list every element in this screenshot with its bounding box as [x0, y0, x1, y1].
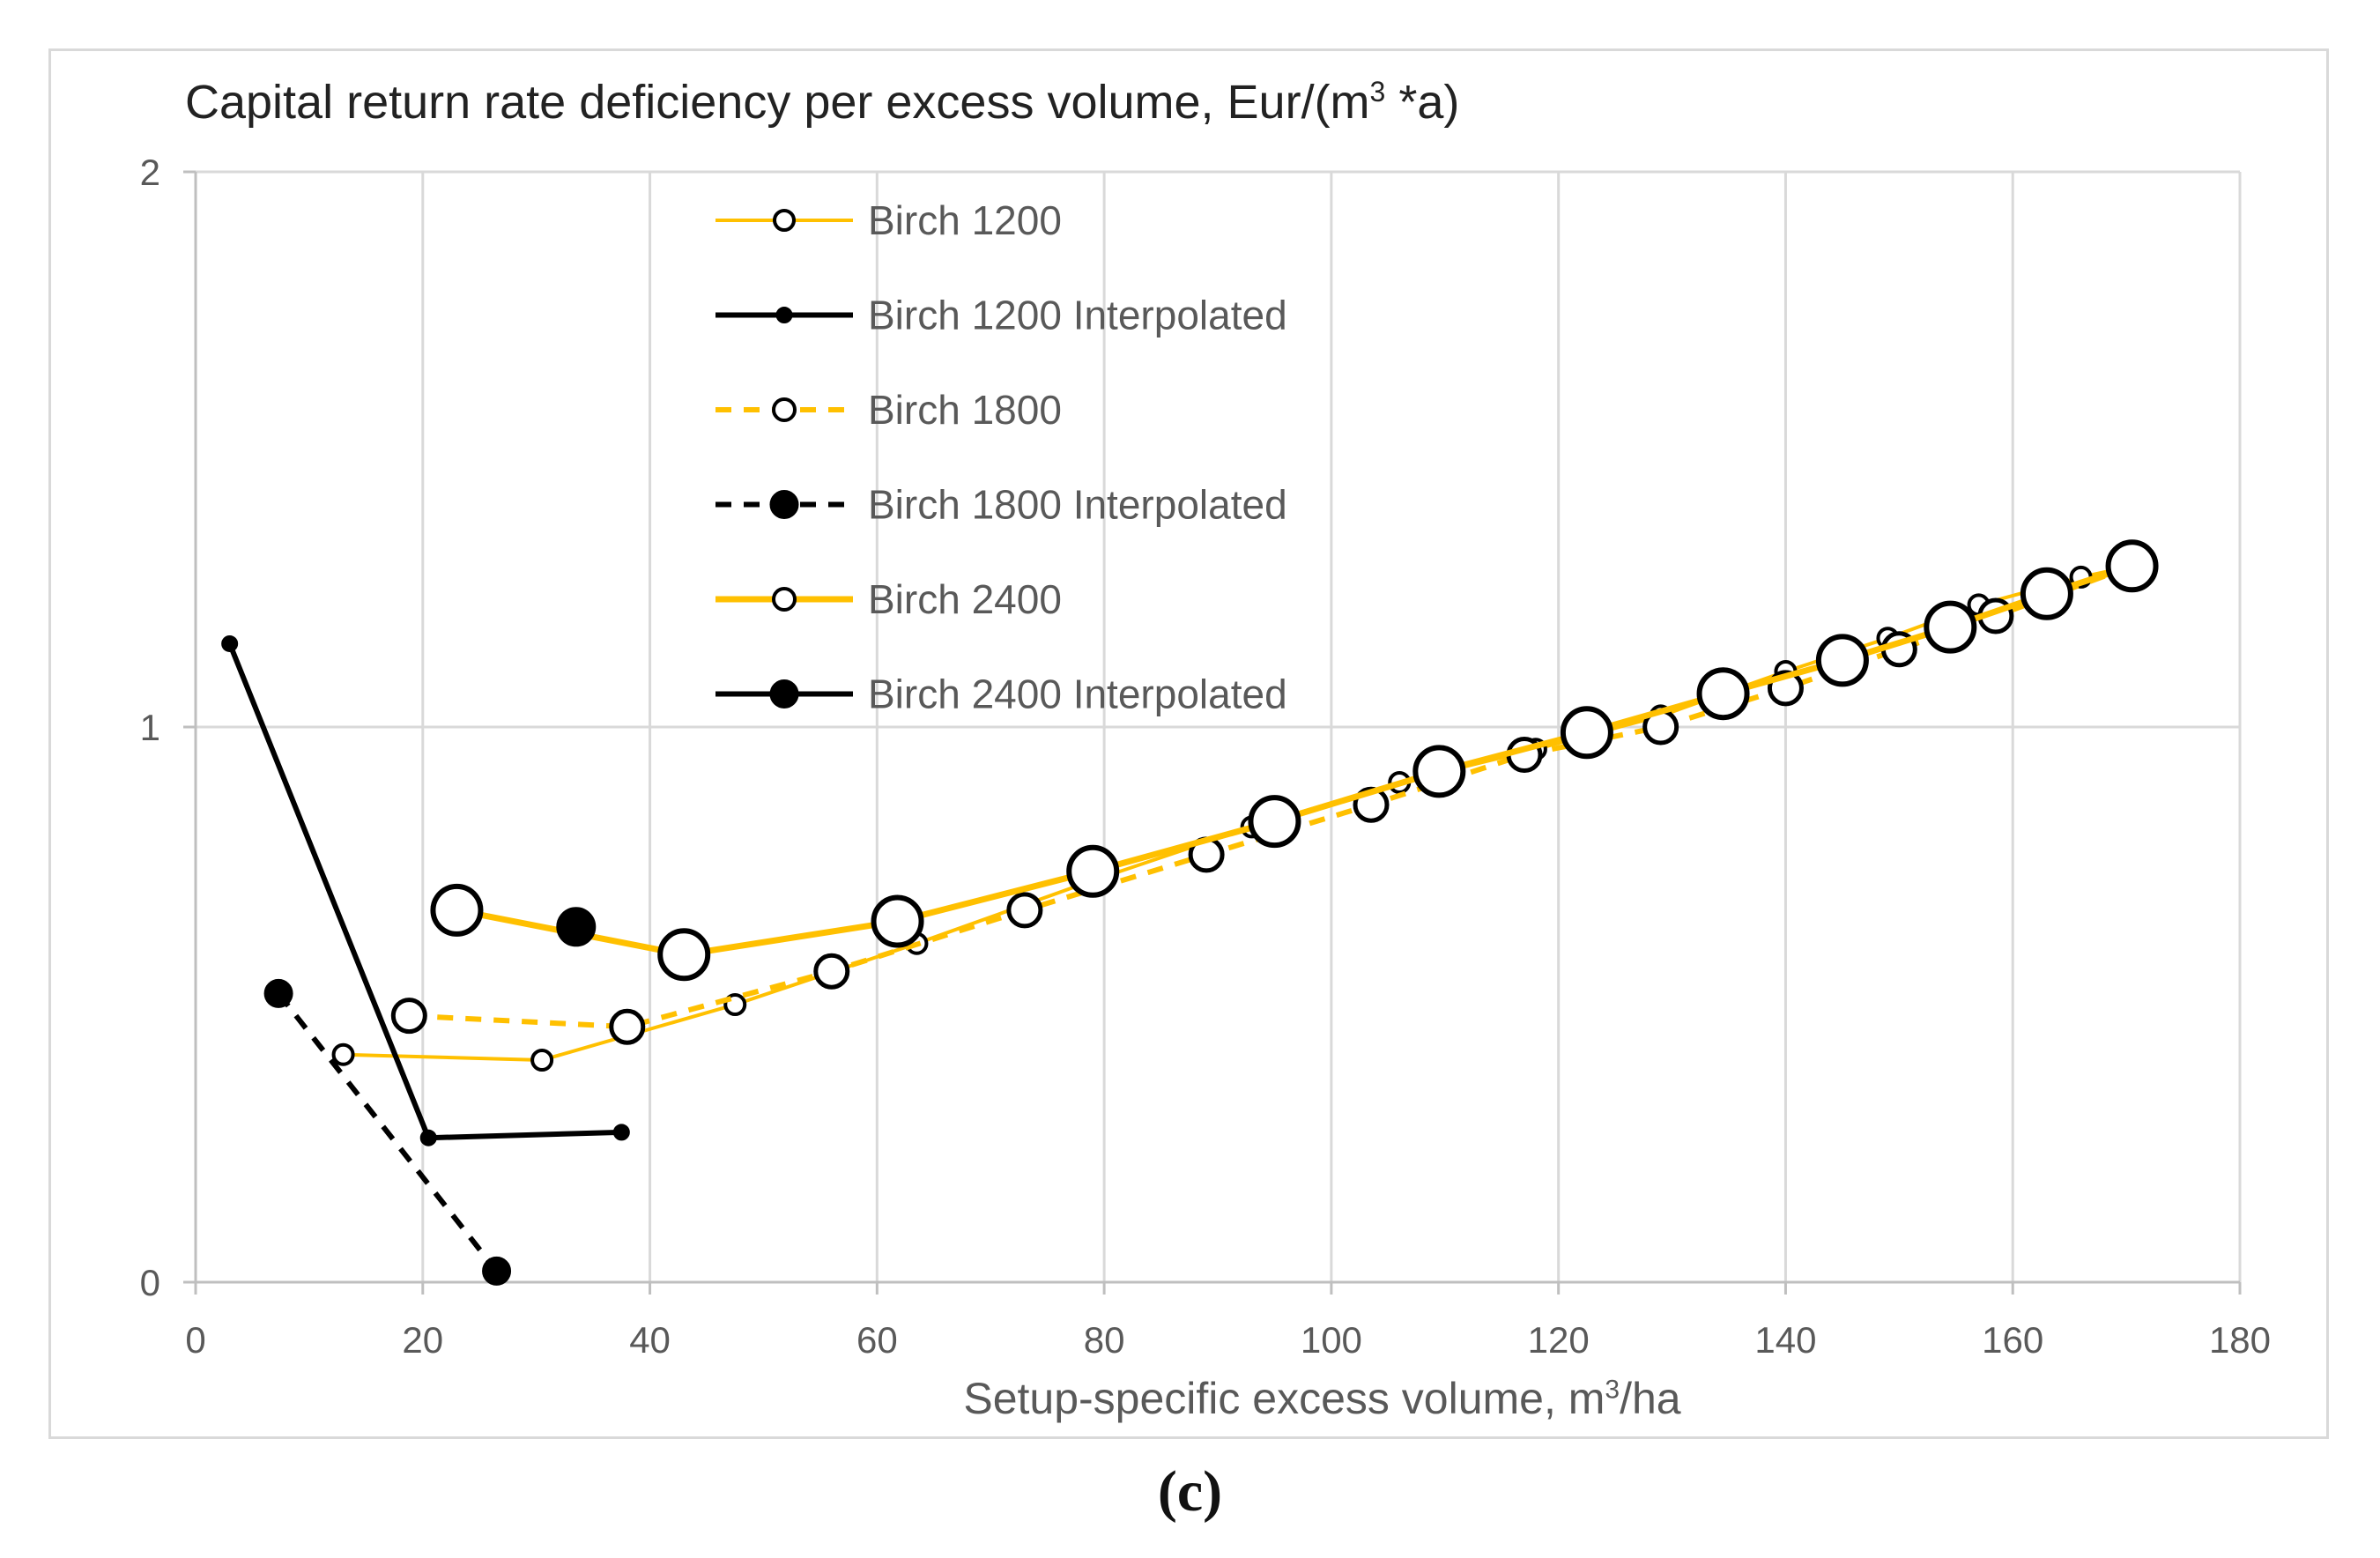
- series-birch-2400-interpolated: [556, 907, 597, 947]
- data-point-birch-2400-3: [1066, 844, 1120, 898]
- series-line-birch-1200-interpolated: [226, 642, 622, 1141]
- data-point-birch-1200-interpolated-2: [612, 1124, 630, 1141]
- x-tick-label-0: 0: [185, 1319, 205, 1361]
- data-point-birch-2400-8: [1815, 634, 1869, 687]
- data-point-birch-2400-7: [1696, 667, 1750, 721]
- data-point-birch-2400-10: [2020, 567, 2073, 620]
- chart-frame: [48, 48, 2329, 1439]
- legend-marker-birch-2400: [772, 587, 797, 612]
- legend-item-birch-2400-interpolated: Birch 2400 Interpolated: [715, 671, 1287, 717]
- axis-layer: 0 20 40 60 80 100 120 140 160 180 0 1 2: [140, 152, 2271, 1361]
- data-point-birch-2400-1: [657, 928, 711, 982]
- data-point-birch-2400-interpolated-0: [556, 907, 597, 947]
- y-tick-label-0: 0: [140, 1262, 160, 1303]
- series-line-birch-1200: [343, 564, 2133, 1062]
- data-point-birch-1200-interpolated-0: [221, 635, 239, 652]
- chart-title-superscript: 3: [1369, 76, 1386, 108]
- x-tick-label-80: 80: [1084, 1319, 1125, 1361]
- series-birch-1800-interpolated: [263, 978, 512, 1286]
- series-birch-1200: [331, 554, 2144, 1072]
- x-axis-label-text: Setup-specific excess volume, m: [963, 1374, 1605, 1423]
- legend-marker-birch-1800: [772, 397, 797, 422]
- data-point-birch-2400-0: [430, 883, 484, 937]
- legend-label-birch-1200-interpolated: Birch 1200 Interpolated: [868, 293, 1287, 338]
- data-point-birch-1200-interpolated-1: [419, 1129, 437, 1146]
- legend-label-birch-2400: Birch 2400: [868, 576, 1062, 622]
- data-point-birch-1800-3: [1006, 892, 1043, 929]
- data-point-birch-1800-interpolated-1: [482, 1256, 512, 1286]
- series-birch-2400: [430, 539, 2159, 982]
- data-point-birch-2400-9: [1924, 600, 1977, 654]
- data-point-birch-2400-4: [1248, 795, 1301, 849]
- data-point-birch-2400-11: [2105, 539, 2159, 593]
- legend-item-birch-1200-interpolated: Birch 1200 Interpolated: [715, 293, 1287, 338]
- data-point-birch-2400-5: [1412, 745, 1466, 798]
- data-point-birch-2400-6: [1560, 706, 1613, 760]
- x-tick-label-60: 60: [856, 1319, 898, 1361]
- data-point-birch-1800-2: [813, 953, 850, 990]
- x-tick-label-180: 180: [2209, 1319, 2271, 1361]
- legend-item-birch-1200: Birch 1200: [715, 197, 1062, 243]
- legend-label-birch-1800-interpolated: Birch 1800 Interpolated: [868, 482, 1287, 528]
- y-tick-label-1: 1: [140, 707, 160, 748]
- figure-caption: (c): [1157, 1459, 1223, 1524]
- legend-label-birch-2400-interpolated: Birch 2400 Interpolated: [868, 671, 1287, 717]
- data-point-birch-1200-1: [530, 1049, 554, 1072]
- x-tick-label-140: 140: [1754, 1319, 1816, 1361]
- data-point-birch-2400-2: [871, 894, 924, 948]
- chart-title-tail: *a): [1385, 76, 1460, 129]
- legend-marker-birch-1200: [773, 209, 796, 232]
- x-tick-label-40: 40: [629, 1319, 671, 1361]
- legend: Birch 1200 Birch 1200 Interpolated Birch 1…: [715, 197, 1287, 717]
- legend-label-birch-1800: Birch 1800: [868, 387, 1062, 433]
- series-layer: [221, 539, 2159, 1286]
- series-line-birch-1800-interpolated: [276, 991, 499, 1273]
- x-tick-label-20: 20: [402, 1319, 443, 1361]
- data-point-birch-1200-0: [331, 1042, 355, 1066]
- data-point-birch-1800-0: [390, 998, 427, 1035]
- series-line-birch-2400: [456, 562, 2133, 958]
- legend-marker-birch-2400-interpolated: [769, 679, 799, 709]
- data-point-birch-1800-interpolated-0: [263, 978, 293, 1008]
- chart-title: Capital return rate deficiency per exces…: [185, 75, 1459, 130]
- x-tick-label-160: 160: [1982, 1319, 2043, 1361]
- grid-layer: [196, 170, 2242, 1282]
- legend-item-birch-1800: Birch 1800: [715, 387, 1062, 433]
- legend-item-birch-1800-interpolated: Birch 1800 Interpolated: [715, 482, 1287, 528]
- x-tick-label-120: 120: [1528, 1319, 1590, 1361]
- legend-marker-birch-1200-interpolated: [775, 307, 793, 323]
- x-tick-label-100: 100: [1301, 1319, 1362, 1361]
- series-birch-1200-interpolated: [221, 635, 630, 1146]
- legend-label-birch-1200: Birch 1200: [868, 197, 1062, 243]
- y-tick-label-2: 2: [140, 152, 160, 193]
- legend-marker-birch-1800-interpolated: [769, 490, 799, 519]
- x-axis-label: Setup-specific excess volume, m3/ha: [0, 1373, 2380, 1424]
- chart-title-text: Capital return rate deficiency per exces…: [185, 76, 1370, 129]
- x-axis-label-superscript: 3: [1605, 1375, 1620, 1405]
- legend-item-birch-2400: Birch 2400: [715, 576, 1062, 622]
- data-point-birch-1800-1: [609, 1008, 646, 1045]
- x-axis-label-tail: /ha: [1620, 1374, 1681, 1423]
